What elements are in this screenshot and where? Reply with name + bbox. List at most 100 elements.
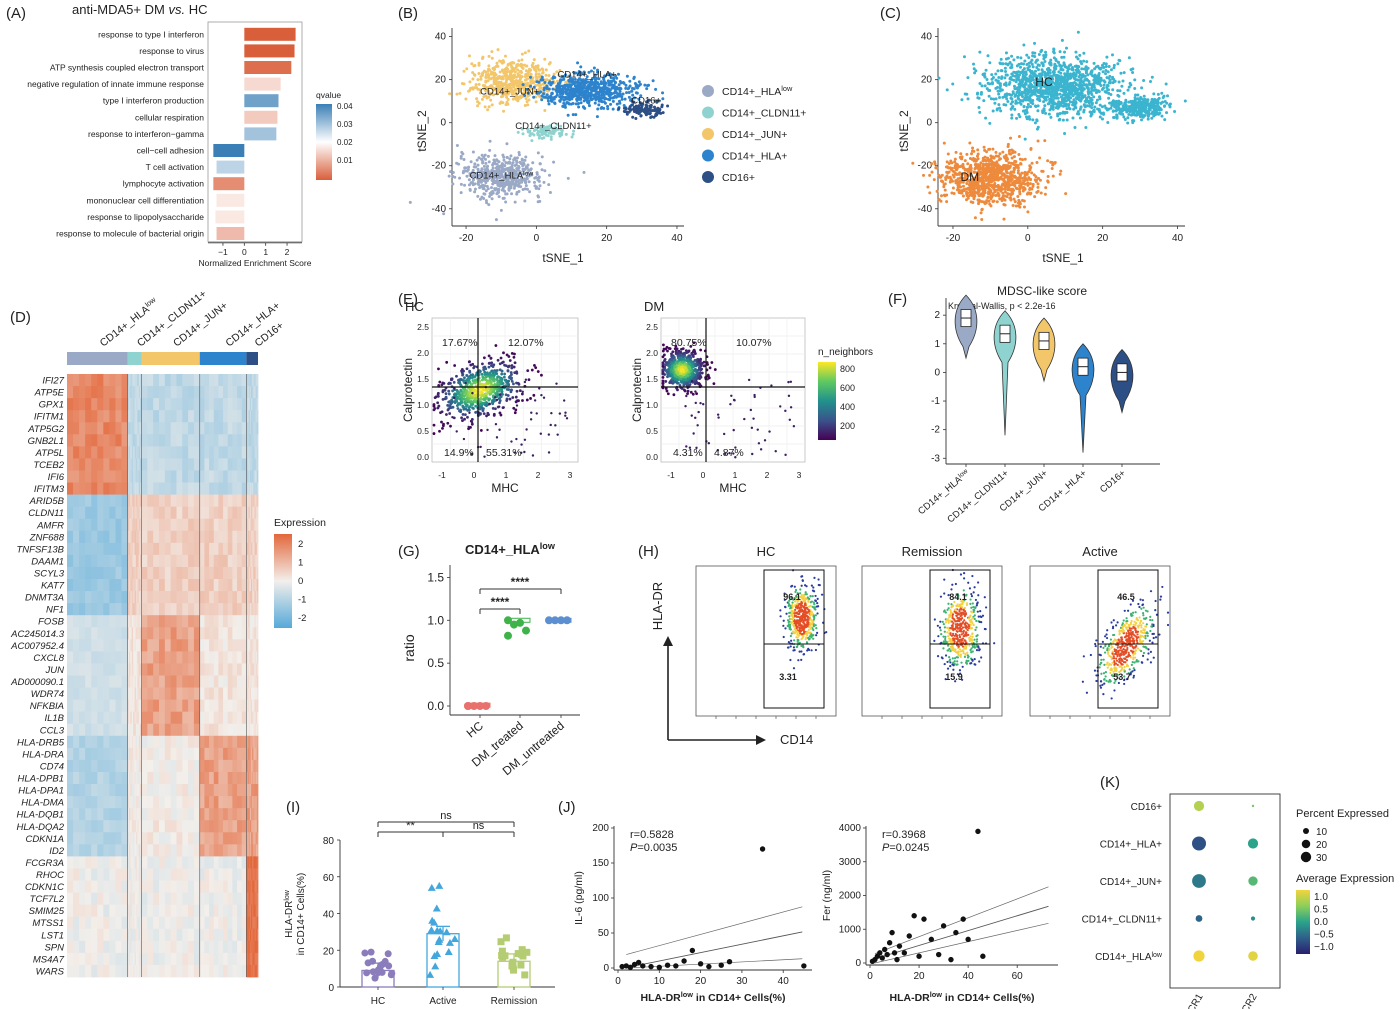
cell-point [582, 170, 586, 174]
cell-point [1009, 136, 1013, 140]
cell-point [1010, 190, 1014, 194]
cell-point [476, 104, 480, 108]
cell-point [545, 84, 549, 88]
heatmap-cell [256, 458, 259, 471]
heatmap-cell [121, 506, 128, 520]
cell-point [1026, 183, 1030, 187]
cell-point [1120, 84, 1124, 88]
cell-point [1149, 79, 1153, 83]
heatmap-cell [193, 422, 201, 435]
heatmap-cell [227, 446, 233, 459]
heatmap-cell [141, 422, 148, 435]
heatmap-cell [79, 374, 86, 387]
cell-point [978, 167, 982, 171]
cell-point [982, 179, 986, 183]
cell-point [492, 77, 496, 81]
cell-point [998, 82, 1002, 86]
cell-point [603, 96, 607, 100]
cell-point [928, 191, 932, 195]
cell-point [616, 72, 620, 76]
cell-point [1015, 64, 1019, 68]
cell-point [537, 75, 541, 79]
heatmap-cell [176, 470, 183, 483]
heatmap-cell [256, 494, 259, 508]
cell-point [945, 165, 949, 169]
cell-point [617, 99, 621, 103]
cell-point [1036, 104, 1040, 108]
cell-point [502, 155, 506, 159]
heatmap-cell [237, 434, 243, 447]
heatmap-cell [176, 374, 183, 387]
cell-point [533, 128, 537, 132]
cell-point [468, 172, 472, 176]
cell-point [597, 103, 601, 107]
cell-point [998, 95, 1002, 99]
cell-point [998, 152, 1002, 156]
cell-point [1127, 56, 1131, 60]
heatmap-cell [115, 482, 122, 495]
cell-point [1073, 77, 1077, 81]
cell-point [522, 162, 526, 166]
heatmap-cell [204, 410, 210, 423]
cell-point [1079, 105, 1083, 109]
cell-point [1013, 107, 1017, 111]
cell-point [997, 103, 1001, 107]
heatmap-cell [209, 494, 215, 508]
cell-point [1077, 98, 1081, 102]
heatmap-cell [141, 446, 148, 459]
cell-point [506, 98, 510, 102]
cell-point [1003, 76, 1007, 80]
heatmap-cell [193, 446, 201, 459]
cell-point [1156, 92, 1160, 96]
cell-point [542, 95, 546, 99]
heatmap-cell [164, 374, 172, 387]
cell-point [596, 81, 600, 85]
cell-point [485, 172, 489, 176]
heatmap-cell [193, 386, 201, 399]
cell-point [1082, 59, 1086, 63]
heatmap-cell [73, 398, 80, 411]
enrichment-bar [213, 144, 245, 157]
cell-point [1122, 115, 1126, 119]
term-label: response to molecule of bacterial origin [56, 229, 204, 239]
cell-point [930, 170, 934, 174]
y-tick-label: 20 [435, 75, 447, 86]
cell-point [1026, 102, 1030, 106]
cell-point [467, 165, 471, 169]
heatmap-cell [218, 494, 224, 508]
heatmap-cell [176, 422, 183, 435]
heatmap-cell [209, 434, 215, 447]
cell-point [980, 84, 984, 88]
cell-point [570, 97, 574, 101]
cell-point [1007, 165, 1011, 169]
heatmap-cell [218, 422, 224, 435]
cell-point [1063, 89, 1067, 93]
cell-point [994, 193, 998, 197]
heatmap-cell [91, 506, 98, 520]
cell-point [1084, 97, 1088, 101]
cell-point [489, 70, 493, 74]
heatmap-cell [79, 458, 86, 471]
cell-point [525, 64, 529, 68]
y-tick-label: 0 [440, 118, 446, 129]
cell-point [1006, 99, 1010, 103]
cell-point [1064, 192, 1068, 196]
cell-point [1106, 88, 1110, 92]
heatmap-cell [141, 434, 148, 447]
cell-point [983, 148, 987, 152]
heatmap-cell [147, 494, 154, 508]
cell-point [540, 75, 544, 79]
cell-point [585, 80, 589, 84]
cell-point [408, 200, 412, 204]
cell-point [545, 93, 549, 97]
cell-point [1002, 217, 1006, 221]
heatmap-cell [193, 506, 201, 520]
cell-point [527, 98, 531, 102]
heatmap-cell [209, 386, 215, 399]
heatmap-cell [232, 374, 238, 387]
cell-point [1140, 104, 1144, 108]
cell-point [1021, 69, 1025, 73]
cell-point [1086, 78, 1090, 82]
cell-point [1023, 137, 1027, 141]
cell-point [1006, 63, 1010, 67]
